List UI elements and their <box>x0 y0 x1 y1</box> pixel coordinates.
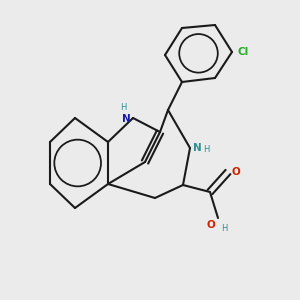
Text: N: N <box>193 143 202 153</box>
Text: H: H <box>203 146 209 154</box>
Text: H: H <box>221 224 227 233</box>
Text: O: O <box>231 167 240 177</box>
Text: O: O <box>206 220 215 230</box>
Text: H: H <box>120 103 126 112</box>
Text: Cl: Cl <box>237 47 248 57</box>
Text: N: N <box>122 114 131 124</box>
